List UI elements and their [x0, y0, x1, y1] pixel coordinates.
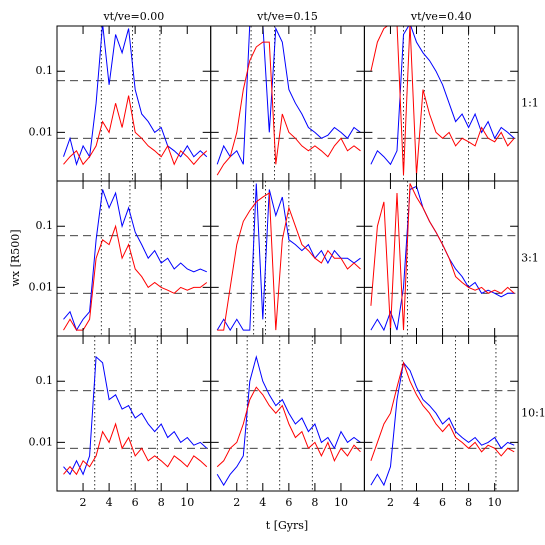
panel — [210, 181, 365, 336]
panel-title: vt/ve=0.00 — [102, 10, 164, 23]
data-line — [370, 361, 515, 461]
panel — [364, 181, 519, 336]
x-tick-label: 4 — [413, 496, 420, 509]
data-line — [63, 224, 208, 331]
x-tick-label: 2 — [387, 496, 394, 509]
y-tick-label: 0.1 — [36, 64, 54, 77]
y-tick-label: 0.01 — [29, 280, 54, 293]
x-tick-label: 10 — [334, 496, 348, 509]
panel-frame — [210, 25, 365, 182]
x-tick-label: 2 — [80, 496, 87, 509]
panel-title: vt/ve=0.40 — [410, 10, 472, 23]
row-label: 3:1 — [521, 252, 539, 265]
x-tick-label: 6 — [132, 496, 139, 509]
panel-frame — [363, 25, 519, 182]
y-tick-label: 0.1 — [36, 374, 54, 387]
panel — [364, 336, 519, 491]
x-tick-label: 2 — [233, 496, 240, 509]
panel — [57, 26, 211, 181]
data-line — [63, 422, 208, 476]
y-tick-label: 0.01 — [29, 125, 54, 138]
x-tick-label: 4 — [259, 496, 266, 509]
x-tick-label: 10 — [180, 496, 194, 509]
y-tick-label: 0.1 — [36, 219, 54, 232]
panel — [210, 336, 365, 491]
x-tick-label: 6 — [439, 496, 446, 509]
panel-title: vt/ve=0.15 — [256, 10, 318, 23]
x-axis-label: t [Gyrs] — [266, 519, 308, 532]
data-line — [63, 189, 207, 332]
data-line — [216, 183, 361, 332]
data-line — [63, 355, 208, 476]
x-tick-label: 6 — [285, 496, 292, 509]
panel-frame — [363, 180, 519, 337]
data-line — [216, 41, 361, 176]
data-line — [217, 192, 361, 331]
x-tick-label: 10 — [488, 496, 502, 509]
panel — [57, 336, 211, 491]
data-line — [63, 26, 208, 167]
data-line — [216, 354, 361, 487]
x-tick-label: 8 — [311, 496, 318, 509]
x-tick-label: 8 — [158, 496, 165, 509]
panel — [210, 26, 365, 181]
panel-frame — [210, 335, 365, 492]
data-line — [370, 26, 515, 166]
y-tick-label: 0.01 — [29, 435, 54, 448]
data-line — [216, 386, 361, 468]
x-tick-label: 8 — [465, 496, 472, 509]
data-line — [370, 183, 515, 331]
panel — [57, 181, 211, 336]
data-line — [370, 361, 515, 487]
data-line — [63, 95, 208, 166]
data-line — [216, 26, 361, 165]
row-label: 10:1 — [521, 407, 545, 420]
y-axis-label: wx [R500] — [9, 230, 22, 287]
panel-frame — [56, 180, 212, 337]
panel — [364, 26, 519, 181]
x-tick-label: 4 — [106, 496, 113, 509]
data-line — [370, 26, 515, 176]
panel-frame — [363, 335, 519, 492]
row-label: 1:1 — [521, 97, 539, 110]
